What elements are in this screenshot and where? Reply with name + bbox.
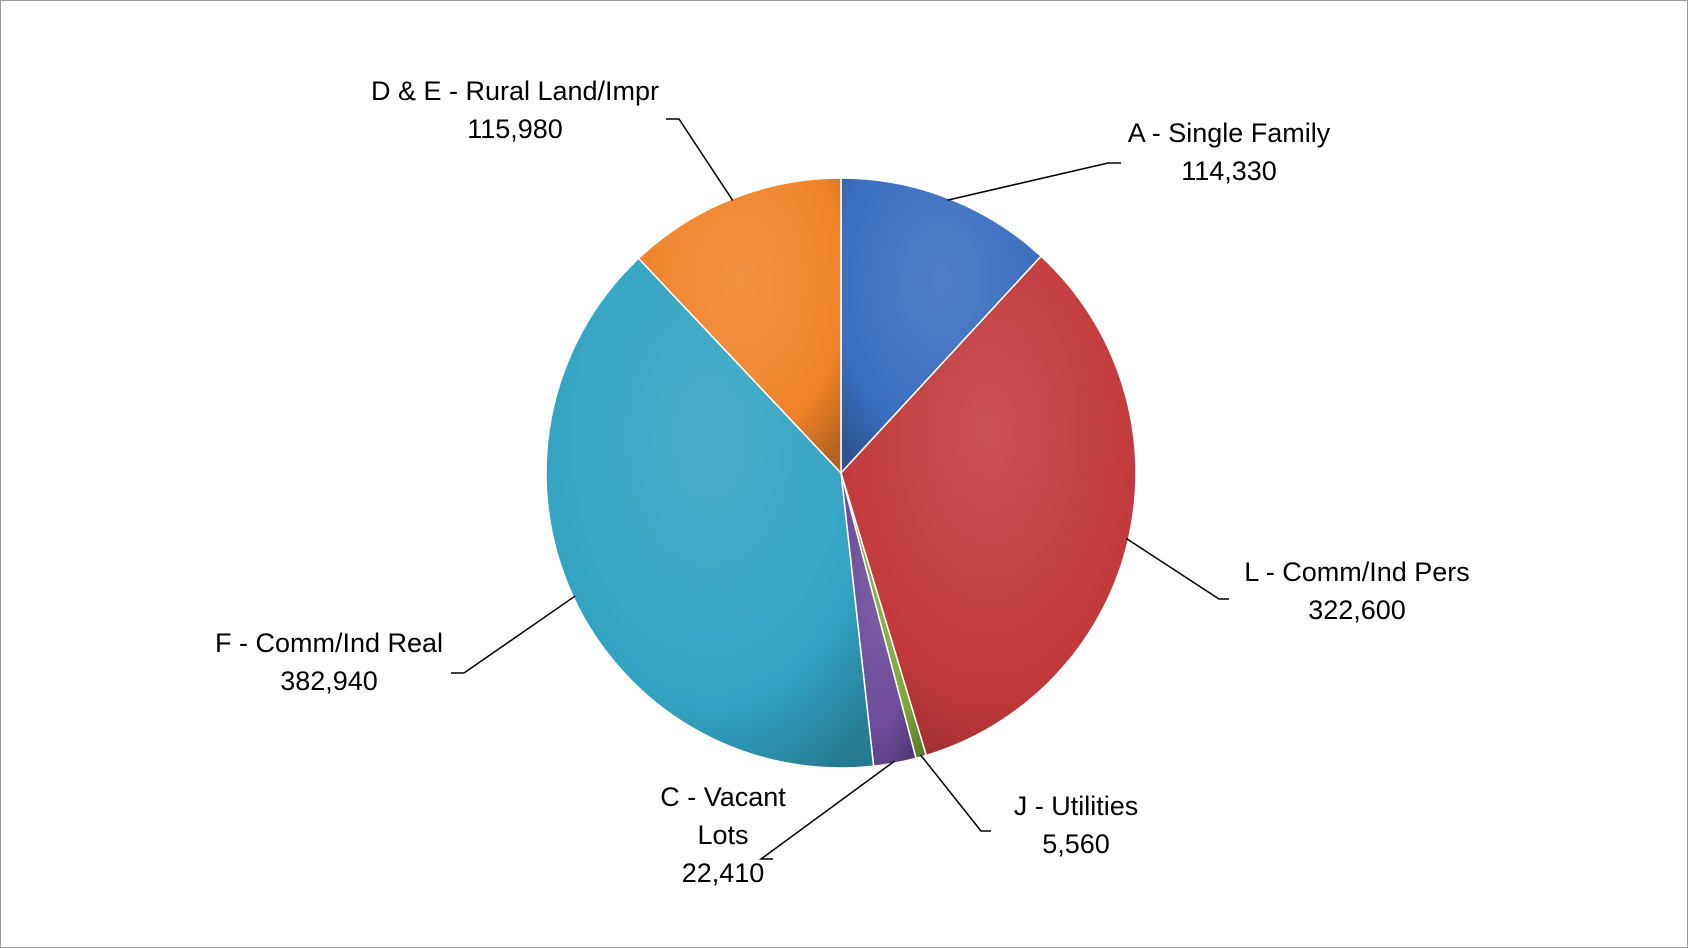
slice-labels: A - Single Family 114,330 L - Comm/Ind Per…	[215, 76, 1470, 888]
category-label-j-utilities: J - Utilities	[1014, 791, 1139, 821]
label-c-vacant-lots: C - Vacant Lots 22,410	[660, 782, 786, 888]
leader-l-comm-ind-pers	[1126, 538, 1229, 600]
slice-a-single-family	[840, 177, 1043, 475]
value-label-c-vacant-lots: 22,410	[682, 858, 765, 888]
leader-a-single-family	[947, 162, 1121, 201]
value-label-a-single-family: 114,330	[1181, 156, 1277, 186]
category-label-f-comm-ind-real: F - Comm/Ind Real	[215, 628, 443, 658]
label-a-single-family: A - Single Family 114,330	[1128, 118, 1331, 186]
value-label-j-utilities: 5,560	[1042, 829, 1110, 859]
category-label-a-single-family: A - Single Family	[1128, 118, 1331, 148]
leader-c-vacant-lots	[758, 760, 896, 860]
value-label-f-comm-ind-real: 382,940	[280, 666, 378, 696]
leader-f-comm-ind-real	[451, 595, 576, 674]
value-label-d-e-rural-land-impr: 115,980	[467, 114, 563, 144]
category-label-l-comm-ind-pers: L - Comm/Ind Pers	[1244, 557, 1470, 587]
category-label-c-vacant-lots: C - Vacant	[660, 782, 786, 812]
pie-slices	[545, 177, 1137, 769]
category-label-c-vacant-lots: Lots	[697, 820, 748, 850]
leader-lines	[451, 118, 1229, 860]
leader-d-e-rural-land-impr	[666, 118, 734, 202]
label-j-utilities: J - Utilities 5,560	[1014, 791, 1139, 859]
value-label-l-comm-ind-pers: 322,600	[1308, 595, 1406, 625]
label-f-comm-ind-real: F - Comm/Ind Real 382,940	[215, 628, 443, 696]
label-d-e-rural-land-impr: D & E - Rural Land/Impr 115,980	[371, 76, 659, 144]
label-l-comm-ind-pers: L - Comm/Ind Pers 322,600	[1244, 557, 1470, 625]
category-label-d-e-rural-land-impr: D & E - Rural Land/Impr	[371, 76, 659, 106]
leader-j-utilities	[920, 754, 991, 832]
